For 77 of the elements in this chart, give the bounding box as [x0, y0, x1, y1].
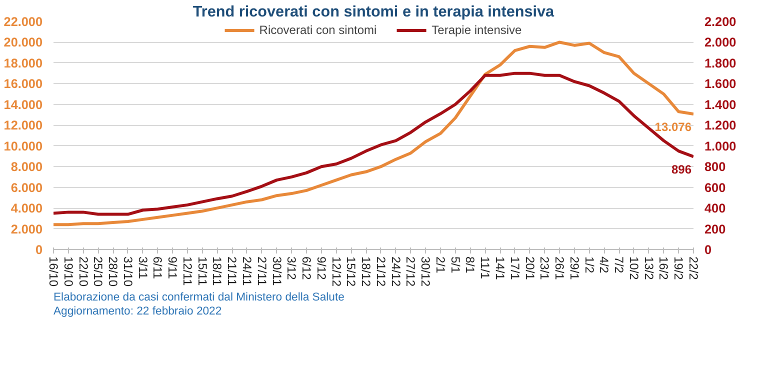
y2-tick-label: 2.000 [704, 36, 736, 50]
x-tick-label: 7/2 [612, 256, 626, 274]
x-tick-label: 2/1 [433, 256, 448, 274]
y-tick-label: 8.000 [10, 160, 42, 174]
x-tick-label: 15/12 [344, 256, 358, 287]
y-tick-label: 4.000 [10, 202, 42, 216]
x-tick-label: 22/10 [76, 256, 90, 287]
x-tick-label: 24/12 [388, 256, 403, 287]
x-tick-label: 12/11 [180, 256, 194, 286]
x-tick-label: 21/11 [225, 256, 240, 286]
x-tick-label: 27/11 [254, 256, 269, 286]
x-tick-label: 23/1 [538, 256, 552, 280]
x-tick-label: 19/2 [672, 256, 686, 280]
y2-tick-label: 600 [704, 180, 726, 195]
y2-tick-label: 800 [704, 160, 726, 174]
y-tick-label: 16.000 [4, 77, 43, 92]
y2-tick-label: 400 [704, 202, 726, 216]
x-tick-label: 22/2 [686, 256, 700, 280]
y2-tick-label: 2.200 [704, 15, 736, 29]
x-tick-label: 24/11 [240, 256, 254, 286]
x-tick-label: 16/2 [656, 256, 671, 280]
y2-tick-label: 1.800 [704, 56, 736, 70]
chart-title: Trend ricoverati con sintomi e in terapia intensiva [192, 4, 555, 20]
y-tick-label: 12.000 [4, 118, 43, 133]
x-tick-label: 16/10 [46, 256, 60, 287]
x-tick-label: 18/12 [359, 256, 374, 287]
y-tick-label: 20.000 [4, 36, 43, 50]
x-tick-label: 4/2 [597, 256, 612, 274]
x-tick-label: 17/1 [508, 256, 522, 280]
x-tick-label: 5/1 [448, 256, 462, 274]
x-tick-label: 8/1 [463, 256, 478, 274]
x-tick-label: 21/12 [374, 256, 388, 287]
y-tick-label: 6.000 [10, 180, 42, 195]
x-tick-label: 30/12 [418, 256, 433, 287]
x-tick-label: 9/11 [166, 256, 180, 280]
x-tick-label: 29/1 [567, 256, 582, 280]
line-series [54, 40, 694, 226]
line-series [54, 72, 694, 216]
x-tick-label: 1/2 [582, 256, 596, 274]
x-tick-label: 6/12 [300, 256, 314, 280]
y2-tick-label: 0 [704, 243, 712, 257]
data-label: 13.076 [654, 120, 692, 134]
y2-tick-label: 1.600 [704, 77, 736, 92]
x-tick-label: 19/10 [61, 256, 76, 287]
y2-tick-label: 1.200 [704, 118, 736, 133]
x-tick-label: 26/1 [552, 256, 567, 280]
x-tick-label: 27/12 [404, 256, 418, 287]
y-tick-label: 10.000 [4, 139, 43, 154]
x-tick-label: 28/10 [106, 256, 120, 287]
y2-tick-label: 200 [704, 222, 726, 236]
legend-label: Terapie intensive [432, 23, 522, 37]
y-tick-label: 14.000 [4, 98, 43, 112]
x-tick-label: 12/12 [329, 256, 344, 287]
x-tick-label: 9/12 [314, 256, 328, 280]
x-tick-label: 31/10 [120, 256, 135, 287]
y2-tick-label: 1.400 [704, 98, 736, 112]
x-tick-label: 10/2 [626, 256, 641, 280]
text: Elaborazione da casi confermati dal Ministero della Salute [54, 292, 344, 304]
text: Aggiornamento: 22 febbraio 2022 [54, 306, 222, 318]
x-tick-label: 20/1 [522, 256, 537, 280]
x-tick-label: 6/11 [150, 256, 165, 280]
x-tick-label: 18/11 [210, 256, 224, 286]
x-tick-label: 3/11 [136, 256, 150, 280]
x-tick-label: 11/1 [478, 256, 492, 280]
x-tick-label: 3/12 [284, 256, 299, 280]
y-tick-label: 0 [35, 243, 43, 257]
y2-tick-label: 1.000 [704, 139, 736, 154]
y-tick-label: 18.000 [4, 56, 43, 70]
x-tick-label: 13/2 [642, 256, 656, 280]
legend-label: Ricoverati con sintomi [259, 23, 377, 37]
x-tick-label: 15/11 [195, 256, 210, 286]
x-tick-label: 25/10 [91, 256, 106, 287]
x-tick-label: 14/1 [493, 256, 508, 280]
x-tick-label: 30/11 [270, 256, 284, 286]
data-label: 896 [671, 162, 692, 177]
y-tick-label: 22.000 [4, 15, 43, 29]
y-tick-label: 2.000 [10, 222, 42, 236]
